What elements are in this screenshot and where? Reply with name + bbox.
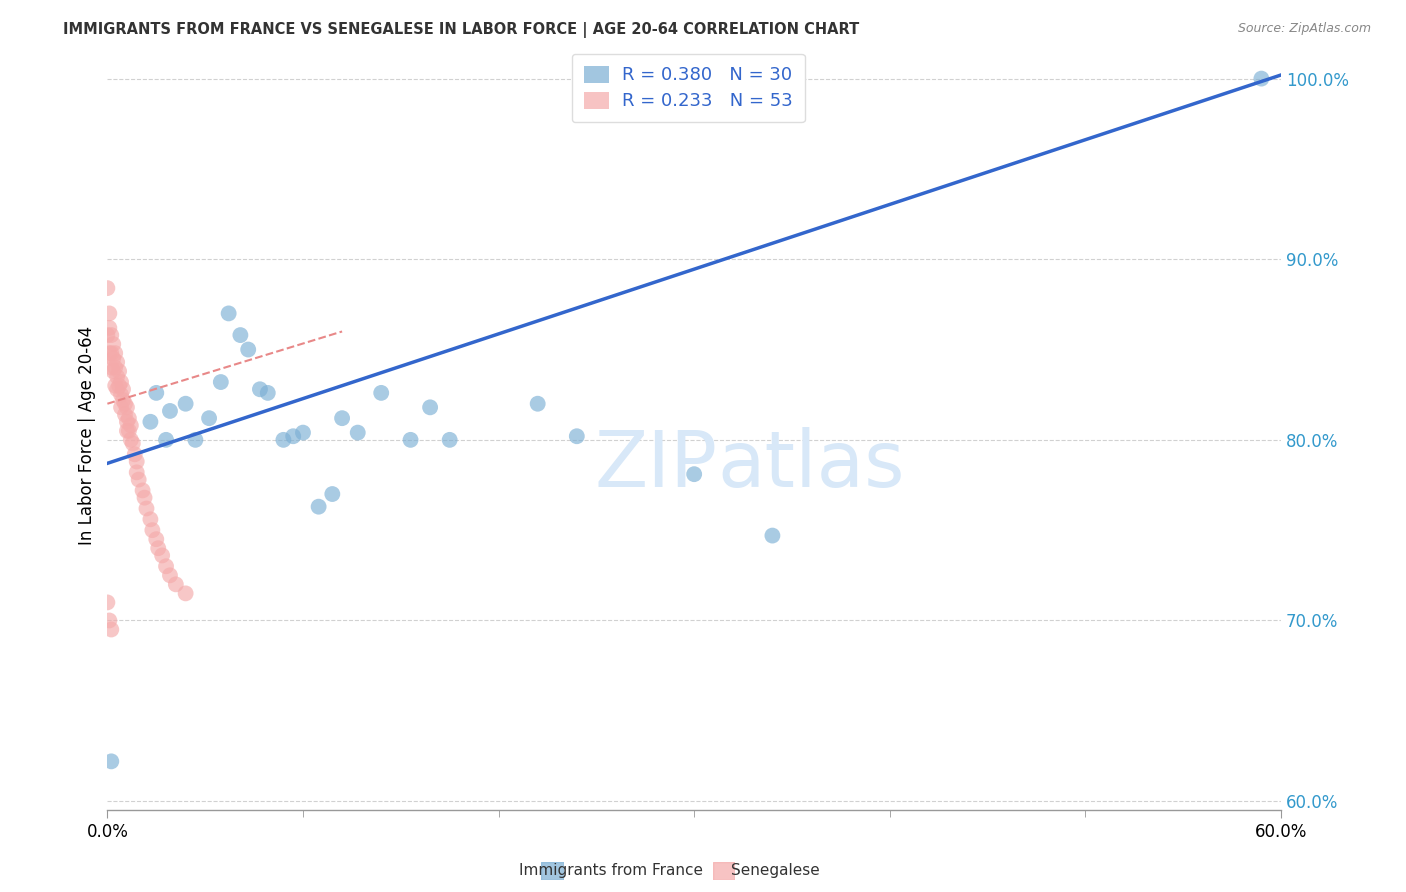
Point	[103, 364, 125, 378]
Point	[98, 321, 121, 335]
Point	[108, 378, 131, 392]
Point	[159, 404, 181, 418]
Point	[165, 577, 187, 591]
Point	[308, 500, 330, 514]
Point	[249, 382, 271, 396]
Point	[346, 425, 368, 440]
Point	[526, 397, 548, 411]
Point	[218, 306, 240, 320]
Point	[124, 447, 146, 461]
Point	[198, 411, 221, 425]
Point	[439, 433, 461, 447]
Point	[112, 382, 135, 396]
Point	[98, 346, 121, 360]
Point	[134, 491, 156, 505]
Point	[104, 346, 127, 360]
Point	[184, 433, 207, 447]
Point	[139, 512, 162, 526]
Point	[96, 281, 118, 295]
Point	[100, 623, 122, 637]
Point	[105, 369, 128, 384]
Point	[121, 436, 143, 450]
Point	[118, 424, 141, 438]
Point	[256, 385, 278, 400]
Point	[150, 549, 173, 563]
Point	[238, 343, 260, 357]
Point	[115, 415, 138, 429]
Point	[155, 559, 177, 574]
Point	[321, 487, 343, 501]
Point	[104, 378, 127, 392]
Point	[115, 424, 138, 438]
Point	[155, 433, 177, 447]
Text: Immigrants from France: Immigrants from France	[519, 863, 703, 878]
Point	[125, 454, 148, 468]
Point	[108, 364, 131, 378]
Point	[174, 586, 197, 600]
Point	[131, 483, 153, 498]
Point	[118, 411, 141, 425]
Point	[683, 467, 706, 482]
Point	[100, 755, 122, 769]
Point	[399, 433, 422, 447]
Point	[115, 401, 138, 415]
Point	[174, 397, 197, 411]
Point	[141, 523, 163, 537]
Point	[96, 595, 118, 609]
Point	[330, 411, 353, 425]
Point	[148, 541, 170, 556]
Point	[100, 328, 122, 343]
Point	[100, 346, 122, 360]
Point	[125, 466, 148, 480]
Point	[139, 415, 162, 429]
Text: Senegalese: Senegalese	[731, 863, 820, 878]
Point	[145, 385, 167, 400]
Y-axis label: In Labor Force | Age 20-64: In Labor Force | Age 20-64	[79, 326, 96, 545]
Text: IMMIGRANTS FROM FRANCE VS SENEGALESE IN LABOR FORCE | AGE 20-64 CORRELATION CHAR: IMMIGRANTS FROM FRANCE VS SENEGALESE IN …	[63, 22, 859, 38]
Point	[209, 375, 232, 389]
Point	[110, 375, 132, 389]
Point	[114, 408, 136, 422]
Point	[145, 532, 167, 546]
Point	[110, 387, 132, 401]
Point	[103, 337, 125, 351]
Point	[104, 360, 127, 375]
Point	[114, 397, 136, 411]
Text: Source: ZipAtlas.com: Source: ZipAtlas.com	[1237, 22, 1371, 36]
Point	[103, 351, 125, 366]
Point	[283, 429, 305, 443]
Point	[128, 473, 150, 487]
Point	[761, 528, 783, 542]
Point	[96, 328, 118, 343]
Point	[273, 433, 295, 447]
Point	[1250, 71, 1272, 86]
Point	[370, 385, 392, 400]
Text: atlas: atlas	[717, 427, 905, 503]
Text: ZIP: ZIP	[595, 427, 717, 503]
Point	[291, 425, 314, 440]
Point	[105, 382, 128, 396]
Point	[98, 614, 121, 628]
Point	[112, 393, 135, 408]
Point	[159, 568, 181, 582]
Point	[110, 401, 132, 415]
Point	[229, 328, 252, 343]
Point	[100, 360, 122, 375]
Point	[120, 433, 142, 447]
Legend: R = 0.380   N = 30, R = 0.233   N = 53: R = 0.380 N = 30, R = 0.233 N = 53	[572, 54, 804, 122]
Point	[105, 355, 128, 369]
Point	[135, 501, 157, 516]
Point	[419, 401, 441, 415]
Point	[565, 429, 588, 443]
Point	[98, 306, 121, 320]
Point	[120, 418, 142, 433]
